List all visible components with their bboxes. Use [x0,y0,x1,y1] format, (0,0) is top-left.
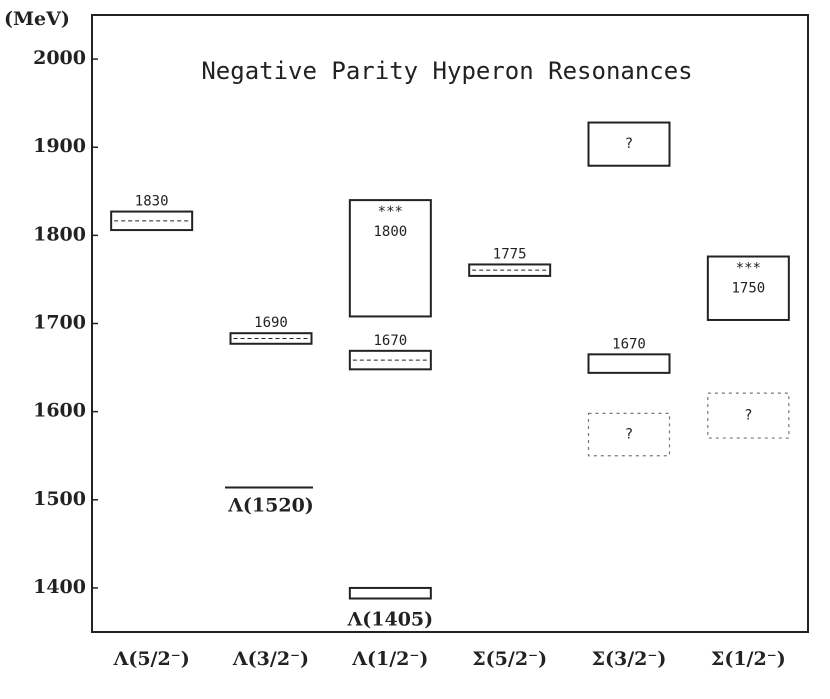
y-axis-label: (MeV) [4,8,70,30]
x-tick-label: Λ(5/2⁻) [113,648,190,670]
level-box [348,349,432,371]
level-box [468,263,552,277]
level-label: ? [744,408,752,424]
x-tick-label: Σ(1/2⁻) [711,648,786,670]
level-label: ? [625,136,633,152]
y-tick-label: 1800 [33,223,86,245]
level-box [587,412,671,457]
level-label: ? [625,427,633,443]
y-tick-label: 1700 [33,312,86,334]
y-tick-label: 1500 [33,488,86,510]
y-tick-label: 1600 [33,400,86,422]
x-tick-label: Λ(1/2⁻) [351,648,428,670]
level-label: Λ(1405) [347,609,434,631]
level-box [587,121,671,167]
level-label: 1690 [254,315,288,331]
level-box [110,210,194,232]
x-tick-label: Σ(3/2⁻) [592,648,667,670]
level-box [587,353,671,374]
level-label: Λ(1520) [227,494,314,516]
level-box [348,199,432,318]
level-label: 1750 [731,281,765,297]
chart-title: Negative Parity Hyperon Resonances [201,57,692,85]
level-box [348,586,432,600]
plot-frame [91,14,809,633]
level-box [229,332,313,345]
level-stars: *** [378,204,403,220]
level-label: 1670 [612,336,646,352]
level-label: 1670 [373,333,407,349]
y-tick-label: 1400 [33,576,86,598]
level-label: 1800 [373,224,407,240]
level-label: 1830 [135,194,169,210]
level-box [706,255,790,321]
x-tick-label: Λ(3/2⁻) [232,648,309,670]
y-tick-label: 1900 [33,135,86,157]
level-label: 1775 [493,246,527,262]
x-tick-label: Σ(5/2⁻) [472,648,547,670]
y-tick-label: 2000 [33,47,86,69]
level-stars: *** [736,261,761,277]
